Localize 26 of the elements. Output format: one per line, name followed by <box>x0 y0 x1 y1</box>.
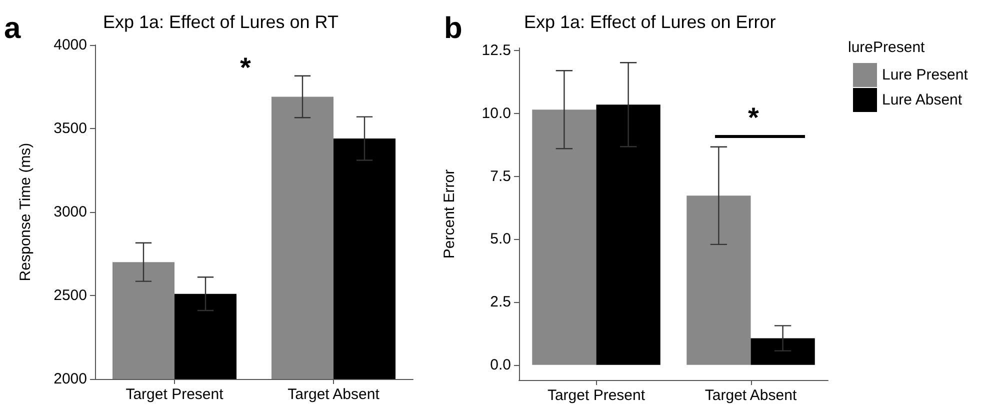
x-tick-label: Target Absent <box>704 387 798 404</box>
chart-title: Exp 1a: Effect of Lures on RT <box>103 12 338 32</box>
y-tick-label: 7.5 <box>490 168 511 185</box>
legend-title: lurePresent <box>848 39 926 56</box>
x-tick-label: Target Present <box>547 387 646 404</box>
annotation: * <box>748 102 759 133</box>
y-axis-title: Percent Error <box>441 169 458 259</box>
x-tick-label: Target Absent <box>288 386 380 403</box>
y-tick-label: 3000 <box>54 204 87 220</box>
y-tick-label: 2000 <box>54 370 87 388</box>
legend-label: Lure Absent <box>882 92 963 108</box>
y-axis-title: Response Time (ms) <box>17 142 34 282</box>
y-tick-label: 12.5 <box>482 42 511 60</box>
legend-label: Lure Present <box>882 66 969 84</box>
y-tick-label: 5.0 <box>490 230 511 248</box>
text: b <box>444 12 462 45</box>
y-tick-label: 2.5 <box>490 294 511 311</box>
y-tick-label: 0.0 <box>490 356 511 374</box>
y-tick-label: 10.0 <box>482 104 511 122</box>
y-tick-label: 2500 <box>54 287 87 304</box>
annotation: * <box>240 52 251 83</box>
y-tick-label: 4000 <box>54 36 87 54</box>
y-tick-label: 3500 <box>54 120 87 137</box>
chart-title: Exp 1a: Effect of Lures on Error <box>524 12 776 32</box>
x-tick-label: Target Present <box>126 386 224 403</box>
text: a <box>4 12 21 45</box>
